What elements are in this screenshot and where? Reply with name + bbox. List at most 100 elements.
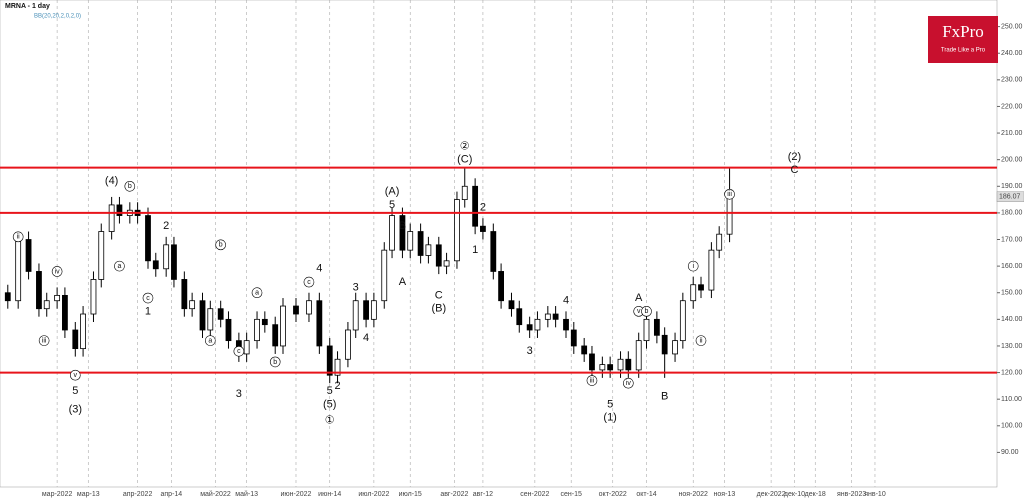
wave-label: ii	[699, 337, 703, 344]
wave-label: 2	[163, 220, 169, 232]
wave-circle	[687, 260, 699, 272]
wave-label: 5	[327, 385, 333, 397]
candle-body	[90, 279, 97, 315]
wave-label: (3)	[69, 404, 82, 416]
x-tick-label: апр-2022	[123, 491, 153, 498]
wave-label: a	[208, 337, 212, 344]
wave-label: c	[307, 279, 311, 286]
candle-body	[599, 364, 606, 371]
candle-body	[708, 249, 715, 291]
candle-body	[261, 318, 268, 326]
candle-body	[454, 199, 460, 262]
candle-body	[617, 358, 624, 371]
candle-body	[352, 300, 359, 331]
wave-circle	[641, 306, 652, 317]
wave-label: (5)	[323, 398, 336, 410]
wave-label: (B)	[431, 303, 446, 315]
candle-body	[116, 204, 123, 216]
wave-label: iv	[55, 268, 61, 275]
candle-body	[280, 305, 286, 347]
wave-label: i	[692, 263, 694, 270]
x-tick-label: окт-2022	[599, 491, 627, 498]
candle-body	[625, 358, 632, 371]
y-tick-label: 150.00	[1001, 290, 1023, 297]
candle-body	[72, 329, 79, 350]
wave-circle	[695, 335, 707, 346]
x-tick-label: авг-2022	[440, 491, 468, 498]
wave-label: v	[74, 372, 78, 379]
wave-label: iii	[727, 191, 732, 198]
wave-label: 5	[607, 398, 613, 410]
y-tick-label: 100.00	[1001, 423, 1023, 430]
wave-label: (C)	[457, 154, 472, 166]
x-tick-label: янв-10	[864, 491, 886, 498]
candle-body	[544, 313, 551, 320]
candle-body	[589, 353, 595, 371]
candle-body	[163, 244, 170, 270]
wave-circle	[205, 335, 216, 346]
wave-label: b	[273, 359, 277, 366]
x-tick-label: сен-2022	[520, 491, 549, 498]
wave-circle	[38, 335, 50, 346]
candle-body	[80, 313, 86, 350]
price-tag	[996, 191, 1024, 202]
wave-circle	[251, 287, 263, 299]
x-tick-label: дек-2022	[757, 491, 786, 498]
candle-body	[508, 300, 515, 310]
candle-body	[672, 340, 678, 355]
x-tick-label: май-13	[235, 490, 258, 498]
chart-title: MRNA - 1 day	[5, 3, 50, 10]
x-tick-label: мар-13	[77, 491, 100, 498]
x-tick-label: ноя-2022	[679, 491, 709, 498]
candle-body	[716, 233, 723, 251]
candle-body	[345, 329, 351, 360]
candle-body	[15, 239, 22, 302]
y-tick-label: 210.00	[1001, 130, 1023, 137]
y-tick-label: 250.00	[1001, 23, 1023, 30]
wave-label: (A)	[385, 186, 400, 198]
x-tick-label: дек-10	[784, 491, 805, 498]
wave-label: 2	[480, 201, 486, 213]
candle-body	[407, 231, 414, 251]
candle-body	[679, 300, 686, 342]
candle-body	[243, 340, 250, 355]
wave-label: (4)	[105, 175, 118, 187]
candle-body	[417, 231, 424, 256]
candle-body	[25, 239, 32, 272]
candle-body	[62, 294, 68, 331]
wave-label: B	[399, 220, 406, 232]
wave-label: iv	[626, 380, 632, 387]
wave-label: 1	[145, 305, 151, 317]
wave-circle	[124, 180, 136, 192]
y-tick-label: 230.00	[1001, 77, 1023, 84]
wave-label: C	[435, 289, 443, 301]
candle-body	[435, 244, 442, 267]
wave-label: (2)	[788, 151, 801, 163]
y-tick-label: 240.00	[1001, 50, 1023, 57]
wave-circle	[724, 188, 735, 200]
x-tick-label: авг-12	[473, 491, 493, 498]
wave-label: b	[219, 242, 223, 249]
candle-body	[145, 215, 151, 262]
y-tick-label: 160.00	[1001, 263, 1023, 270]
candle-body	[726, 196, 733, 235]
x-tick-label: дек-18	[805, 491, 826, 498]
x-tick-label: июн-14	[318, 491, 341, 498]
x-tick-label: янв-2023	[837, 491, 866, 498]
candle-body	[108, 204, 115, 232]
candle-body	[526, 324, 533, 331]
candle-body	[272, 324, 279, 347]
indicator-label: BB(20,20,2,0,2,0)	[34, 14, 81, 20]
y-tick-label: 170.00	[1001, 236, 1023, 243]
candle-body	[698, 284, 704, 291]
wave-label: ii	[17, 234, 21, 241]
candle-body	[225, 318, 232, 342]
x-tick-label: июл-15	[399, 491, 422, 498]
candle-body	[254, 318, 260, 342]
wave-label: b	[645, 308, 649, 315]
wave-circle	[114, 260, 125, 272]
wave-label: 4	[316, 263, 322, 275]
wave-circle	[69, 369, 81, 381]
candle-body	[635, 340, 642, 371]
y-tick-label: 180.00	[1001, 210, 1023, 217]
